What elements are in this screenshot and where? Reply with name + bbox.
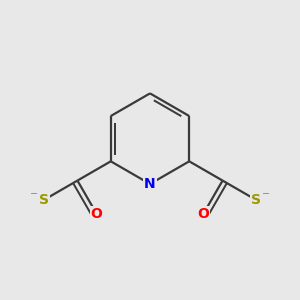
Text: O: O bbox=[91, 207, 103, 221]
Text: S: S bbox=[39, 193, 49, 207]
Text: S: S bbox=[251, 193, 261, 207]
Text: N: N bbox=[144, 177, 156, 191]
Text: O: O bbox=[197, 207, 209, 221]
Text: −: − bbox=[262, 189, 270, 199]
Text: −: − bbox=[30, 189, 38, 199]
